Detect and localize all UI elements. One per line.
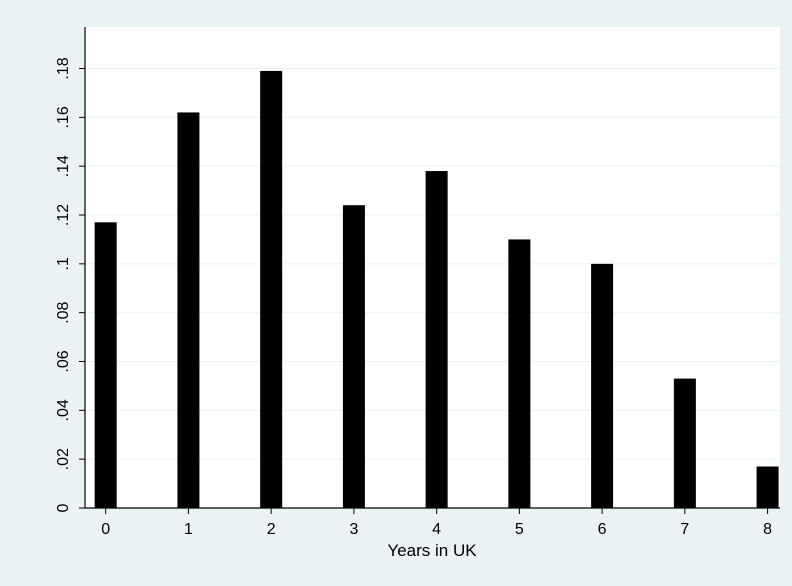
y-tick-label: .12	[55, 204, 72, 226]
bar-7	[673, 378, 696, 508]
bar-2	[260, 70, 283, 508]
y-tick-label: .06	[55, 350, 72, 372]
x-axis-ticks: 0 1 2 3 4 5 6 7 8	[101, 508, 772, 538]
x-tick-label: 7	[680, 521, 689, 538]
bar-5	[508, 239, 531, 508]
x-axis-label: Years in UK	[387, 541, 477, 560]
bar-3	[342, 205, 365, 508]
bar-1	[177, 112, 200, 509]
y-tick-label: .18	[55, 57, 72, 79]
y-axis-ticks: 0 .02 .04 .06 .08 .1 .12 .14 .16 .18	[55, 57, 85, 512]
y-tick-label: .1	[55, 257, 72, 270]
y-tick-label: .04	[55, 399, 72, 421]
x-tick-label: 8	[763, 521, 772, 538]
y-tick-label: .02	[55, 448, 72, 470]
bars	[94, 70, 779, 509]
y-tick-label: .08	[55, 301, 72, 323]
bar-4	[425, 171, 448, 508]
bar-6	[591, 263, 614, 508]
x-tick-label: 0	[101, 521, 110, 538]
y-tick-label: .16	[55, 106, 72, 128]
y-tick-label: .14	[55, 155, 72, 177]
x-tick-label: 3	[349, 521, 358, 538]
x-tick-label: 2	[267, 521, 276, 538]
y-tick-label: 0	[55, 503, 72, 512]
bar-8	[756, 466, 779, 508]
x-tick-label: 1	[184, 521, 193, 538]
x-tick-label: 4	[432, 521, 441, 538]
x-tick-label: 5	[515, 521, 524, 538]
x-tick-label: 6	[598, 521, 607, 538]
bar-0	[94, 222, 117, 508]
